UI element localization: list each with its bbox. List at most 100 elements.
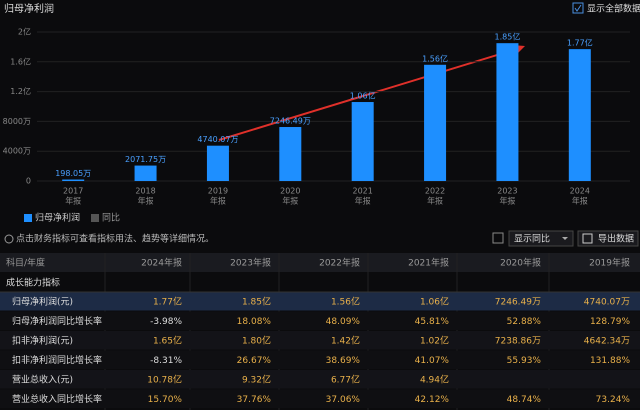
table-cell: 37.06%	[326, 395, 361, 405]
table-cell: 10.78亿	[147, 373, 182, 385]
table-cell: 9.32亿	[242, 373, 271, 385]
x-tick-label: 2022	[425, 187, 445, 196]
info-text: 点击财务指标可查看指标用法、趋势等详细情况。	[16, 233, 214, 245]
x-tick-suffix: 年报	[138, 196, 154, 206]
table-row-bg	[0, 311, 640, 330]
bar	[206, 145, 229, 181]
table-cell: 45.81%	[415, 317, 450, 327]
table-cell: 42.12%	[415, 395, 450, 405]
table-cell: 1.02亿	[420, 334, 449, 346]
table-cell: 128.79%	[590, 317, 630, 327]
table-cell: -3.98%	[150, 317, 182, 327]
table-header: 2021年报	[408, 257, 449, 269]
trend-arrow	[218, 47, 521, 141]
value-label: 1.06亿	[350, 91, 376, 101]
table-cell: 18.08%	[237, 317, 272, 327]
table-cell: 15.70%	[148, 395, 183, 405]
table-section: 成长能力指标	[6, 277, 60, 289]
x-tick-suffix: 年报	[210, 196, 226, 206]
x-tick-suffix: 年报	[427, 196, 443, 206]
legend-swatch	[91, 214, 99, 222]
row-label: 扣非净利润(元)	[12, 334, 73, 346]
value-label: 1.77亿	[567, 38, 593, 48]
table-header: 2020年报	[500, 257, 541, 269]
bar	[279, 127, 302, 181]
table-cell: 7246.49万	[495, 297, 541, 307]
row-label: 扣非净利润同比增长率	[12, 354, 102, 366]
table-row-bg	[0, 292, 640, 311]
row-label: 营业总收入同比增长率	[12, 393, 102, 405]
x-tick-label: 2020	[280, 187, 300, 196]
table-cell: 4642.34万	[584, 336, 630, 346]
x-tick-suffix: 年报	[65, 196, 81, 206]
checkbox-label[interactable]: 显示全部数据	[587, 3, 640, 15]
chart-title: 归母净利润	[4, 2, 54, 15]
row-label: 归母净利润同比增长率	[12, 315, 102, 327]
toggle-select[interactable]	[508, 230, 574, 247]
x-tick-suffix: 年报	[355, 196, 371, 206]
y-tick-label: 0	[26, 177, 31, 186]
table-cell: 6.77亿	[331, 373, 360, 385]
export-button[interactable]	[577, 230, 639, 247]
x-tick-label: 2023	[497, 187, 517, 196]
table-cell: 1.56亿	[331, 295, 360, 307]
y-tick-label: 8000万	[3, 117, 31, 126]
table-row-bg	[0, 389, 640, 408]
table-cell: 1.65亿	[153, 334, 182, 346]
toggle-box[interactable]	[492, 232, 504, 244]
row-label: 营业总收入(元)	[12, 373, 73, 385]
table-cell: 1.42亿	[331, 334, 360, 346]
bar	[424, 64, 447, 181]
export-icon	[582, 233, 593, 244]
table-header-bg	[0, 253, 640, 272]
value-label: 2071.75万	[125, 155, 166, 164]
x-tick-suffix: 年报	[572, 196, 588, 206]
table-cell: 1.77亿	[153, 295, 182, 307]
table-cell: 26.67%	[237, 356, 272, 366]
x-tick-label: 2018	[135, 187, 155, 196]
x-tick-label: 2024	[570, 187, 590, 196]
y-tick-label: 4000万	[3, 147, 31, 156]
table-cell: 38.69%	[326, 356, 361, 366]
table-row-bg	[0, 350, 640, 369]
bar	[351, 102, 374, 181]
table-cell: 7238.86万	[495, 336, 541, 346]
toggle-label[interactable]: 显示同比	[514, 233, 550, 245]
table-cell: 55.93%	[507, 356, 542, 366]
table-row-bg	[0, 370, 640, 389]
value-label: 4740.07万	[197, 135, 238, 144]
checkbox[interactable]	[572, 2, 584, 14]
x-tick-label: 2017	[63, 187, 83, 196]
info-icon	[4, 234, 14, 244]
legend-label: 同比	[102, 212, 120, 224]
table-cell: 4.94亿	[420, 373, 449, 385]
table-cell: 48.09%	[326, 317, 361, 327]
table-cell: 4740.07万	[584, 297, 630, 307]
table-header: 2019年报	[589, 257, 630, 269]
table-cell: 37.76%	[237, 395, 272, 405]
bar	[134, 165, 157, 181]
x-tick-label: 2019	[208, 187, 228, 196]
check-mark	[574, 4, 582, 12]
legend-swatch	[24, 214, 32, 222]
y-tick-label: 1.6亿	[10, 56, 31, 66]
export-label[interactable]: 导出数据	[598, 233, 634, 245]
value-label: 1.56亿	[422, 53, 448, 63]
value-label: 1.85亿	[495, 32, 521, 42]
bar	[496, 43, 519, 181]
table-cell: 52.88%	[507, 317, 542, 327]
table-header: 2024年报	[141, 257, 182, 269]
table-cell: 1.80亿	[242, 334, 271, 346]
table-header: 2023年报	[230, 257, 271, 269]
table-cell: 48.74%	[507, 395, 542, 405]
table-header: 2022年报	[319, 257, 360, 269]
bar	[62, 179, 85, 181]
y-tick-label: 1.2亿	[10, 86, 31, 96]
table-header: 科目/年度	[6, 257, 45, 269]
row-label: 归母净利润(元)	[12, 295, 73, 307]
y-tick-label: 2亿	[18, 27, 31, 37]
table-cell: -8.31%	[150, 356, 182, 366]
table-row-bg	[0, 331, 640, 350]
x-tick-suffix: 年报	[282, 196, 298, 206]
